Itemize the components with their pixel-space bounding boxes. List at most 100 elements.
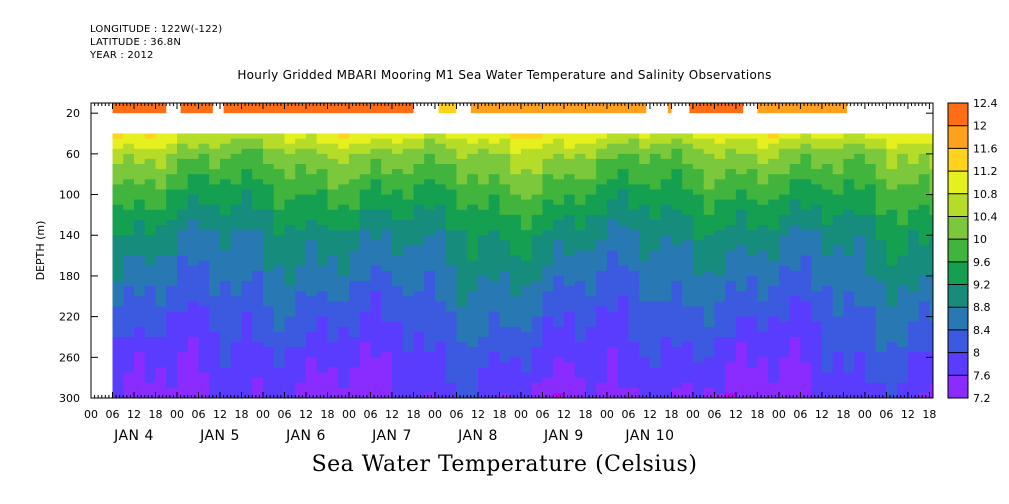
field-cell [768, 158, 780, 165]
field-cell [564, 179, 576, 185]
field-cell [864, 311, 877, 318]
field-cell [832, 184, 844, 191]
field-cell [864, 225, 877, 231]
field-cell [263, 367, 275, 374]
field-cell [660, 153, 672, 160]
field-cell [617, 133, 629, 140]
field-cell [606, 143, 619, 150]
field-cell [295, 214, 307, 221]
field-cell [671, 291, 683, 297]
field-cell [435, 148, 447, 155]
field-cell [918, 296, 930, 302]
field-cell [467, 235, 479, 241]
field-cell [273, 174, 285, 180]
field-cell [263, 265, 275, 272]
field-cell [166, 189, 178, 196]
field-cell [832, 362, 844, 369]
field-cell [875, 199, 887, 206]
field-cell [467, 153, 479, 160]
field-cell [531, 270, 543, 277]
field-cell [112, 214, 124, 221]
field-cell [639, 337, 651, 343]
field-cell [123, 153, 135, 160]
field-cell [295, 352, 307, 358]
field-cell [606, 179, 619, 185]
field-cell [897, 382, 909, 389]
field-cell [241, 352, 253, 358]
field-cell [435, 230, 447, 236]
field-cell [402, 184, 414, 191]
field-cell [821, 158, 834, 165]
field-cell [521, 174, 533, 180]
field-cell [327, 250, 339, 257]
field-cell [381, 230, 393, 236]
field-cell [478, 270, 490, 277]
field-cell [682, 296, 694, 302]
field-cell [746, 209, 758, 216]
field-cell [606, 194, 619, 201]
field-cell [488, 225, 500, 231]
field-cell [295, 189, 307, 196]
field-cell [832, 204, 844, 211]
field-cell [230, 377, 242, 384]
field-cell [488, 143, 500, 150]
field-cell [531, 158, 543, 165]
field-cell [671, 372, 683, 379]
field-cell [478, 377, 490, 384]
field-cell [553, 316, 565, 323]
field-cell [295, 220, 307, 226]
field-cell [778, 204, 791, 211]
field-cell [306, 209, 318, 216]
field-cell [123, 352, 135, 358]
field-cell [639, 387, 651, 394]
field-cell [725, 174, 737, 180]
field-cell [757, 138, 769, 145]
field-cell [671, 148, 683, 155]
field-cell [166, 174, 178, 180]
field-cell [918, 362, 930, 369]
field-cell [402, 311, 414, 318]
field-cell [574, 133, 586, 140]
field-cell [349, 342, 361, 348]
field-cell [187, 245, 199, 252]
field-cell [682, 301, 694, 308]
field-cell [886, 158, 898, 165]
field-cell [155, 316, 167, 323]
field-cell [617, 255, 629, 262]
field-cell [187, 342, 199, 348]
field-cell [381, 214, 393, 221]
field-cell [478, 194, 490, 201]
field-cell [682, 179, 694, 185]
field-cell [574, 235, 586, 241]
field-cell [370, 143, 382, 150]
field-cell [381, 342, 393, 348]
field-cell [735, 331, 748, 338]
field-cell [488, 174, 500, 180]
field-cell [166, 164, 178, 170]
x-hour-label: 06 [535, 408, 549, 421]
field-cell [660, 387, 672, 394]
field-cell [628, 230, 640, 236]
field-cell [660, 362, 672, 369]
field-cell [800, 270, 812, 277]
field-cell [596, 240, 608, 246]
field-cell [510, 311, 522, 318]
field-cell [596, 225, 608, 231]
field-cell [445, 321, 457, 328]
colorbar: 7.27.688.48.89.29.61010.410.811.211.6121… [947, 97, 998, 405]
field-cell [832, 164, 844, 170]
field-cell [306, 255, 318, 262]
field-cell [875, 230, 887, 236]
field-cell [542, 392, 554, 398]
field-cell [811, 362, 823, 369]
field-cell [230, 174, 242, 180]
field-cell [735, 342, 748, 348]
field-cell [918, 199, 930, 206]
field-cell [134, 337, 146, 343]
field-cell [843, 235, 855, 241]
field-cell [596, 316, 608, 323]
field-cell [413, 337, 425, 343]
field-cell [929, 158, 933, 165]
field-cell [596, 352, 608, 358]
field-cell [273, 169, 285, 175]
